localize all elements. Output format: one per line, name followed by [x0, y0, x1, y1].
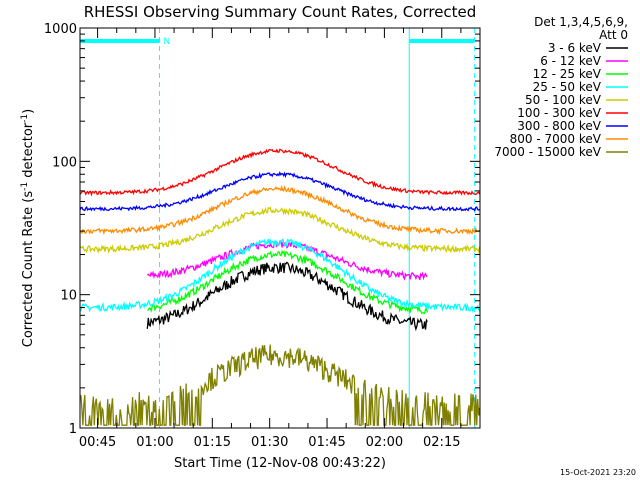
series-line-7000-15000keV [79, 344, 481, 426]
legend-label: 3 - 6 keV [548, 41, 602, 55]
series-line-3-6keV [146, 261, 428, 332]
x-tick-label: 01:15 [194, 435, 231, 450]
legend-header-attenuator: Att 0 [599, 28, 628, 42]
y-tick-label: 10 [60, 289, 77, 304]
legend-label: 800 - 7000 keV [510, 132, 602, 146]
chart-title: RHESSI Observing Summary Count Rates, Co… [84, 3, 477, 21]
series-line-25-50keV [79, 237, 481, 314]
y-tick-label: 100 [52, 155, 77, 170]
legend-label: 50 - 100 keV [525, 93, 602, 107]
series-line-12-25keV [147, 249, 429, 315]
legend-label: 300 - 800 keV [517, 119, 601, 133]
x-tick-label: 00:45 [79, 435, 116, 450]
series-line-50-100keV [79, 206, 481, 255]
x-tick-label: 01:30 [251, 435, 288, 450]
y-axis-label: Corrected Count Rate (s-1 detector-1) [20, 109, 36, 347]
legend-label: 100 - 300 keV [517, 106, 601, 120]
x-tick-label: 02:00 [366, 435, 403, 450]
series-line-300-800keV [79, 171, 480, 213]
x-tick-label: 02:15 [423, 435, 460, 450]
x-tick-label: 01:00 [136, 435, 173, 450]
series-line-800-7000keV [79, 184, 481, 236]
footer-timestamp: 15-Oct-2021 23:20 [560, 468, 636, 477]
plot-area: N [79, 28, 481, 428]
y-tick-label: 1000 [44, 22, 77, 37]
legend-label: 12 - 25 keV [533, 67, 602, 81]
y-axis: 1 10 100 1000 [44, 22, 480, 437]
x-axis: 00:45 01:00 01:15 01:30 01:45 02:00 02:15 [79, 28, 481, 450]
legend-label: 6 - 12 keV [540, 54, 602, 68]
x-axis-label: Start Time (12-Nov-08 00:43:22) [174, 456, 386, 471]
series-line-100-300keV [79, 148, 481, 197]
plot-frame [79, 27, 481, 429]
x-tick-label: 01:45 [308, 435, 345, 450]
y-tick-label: 1 [69, 422, 77, 437]
legend-label: 7000 - 15000 keV [494, 145, 601, 159]
legend-header-detectors: Det 1,3,4,5,6,9, [534, 15, 628, 29]
legend-label: 25 - 50 keV [533, 80, 602, 94]
series-line-6-12keV [146, 240, 428, 281]
night-flag-label: N [164, 37, 171, 47]
